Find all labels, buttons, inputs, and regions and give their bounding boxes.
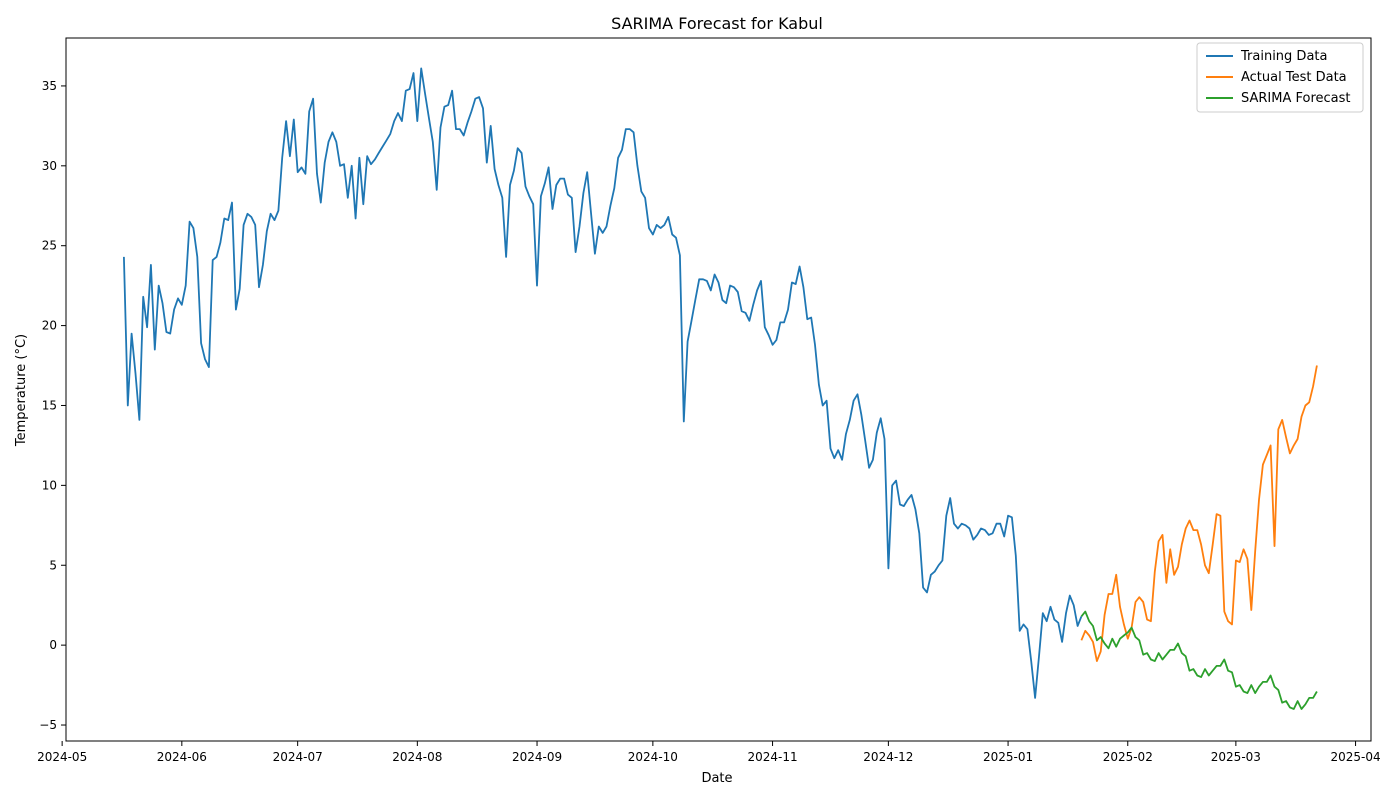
chart-title: SARIMA Forecast for Kabul — [611, 14, 823, 33]
x-tick-label-0: 2024-05 — [37, 750, 87, 764]
x-tick-label-7: 2024-12 — [863, 750, 913, 764]
legend-box — [1196, 42, 1364, 113]
y-axis-label: Temperature (°C) — [14, 334, 29, 447]
y-tick-label-3: 10 — [42, 478, 57, 492]
legend-label-1: Actual Test Data — [1241, 70, 1347, 85]
x-tick-label-2: 2024-07 — [273, 750, 323, 764]
series-line-0 — [123, 67, 1083, 699]
y-tick-label-5: 20 — [42, 319, 57, 333]
legend-label-2: SARIMA Forecast — [1241, 91, 1351, 106]
x-axis: 2024-05 2024-06 2024-07 2024-08 2024-09 2024-… — [37, 741, 1381, 764]
x-tick-label-3: 2024-08 — [392, 750, 442, 764]
x-tick-label-4: 2024-09 — [512, 750, 562, 764]
legend: Training Data Actual Test Data SARIMA Fore… — [1196, 42, 1364, 113]
plot-area-frame — [65, 37, 1372, 742]
x-tick-label-1: 2024-06 — [157, 750, 207, 764]
y-tick-label-8: 35 — [42, 79, 57, 93]
x-tick-label-8: 2025-01 — [983, 750, 1033, 764]
y-tick-label-4: 15 — [42, 398, 57, 412]
x-axis-label: Date — [701, 771, 732, 786]
series-line-1 — [1080, 365, 1318, 662]
x-tick-label-6: 2024-11 — [747, 750, 797, 764]
y-axis: −5 0 5 10 15 20 25 30 35 — [39, 79, 66, 732]
y-tick-label-1: 0 — [49, 638, 57, 652]
x-tick-label-10: 2025-03 — [1211, 750, 1261, 764]
y-tick-label-0: −5 — [39, 718, 57, 732]
legend-label-0: Training Data — [1240, 49, 1327, 64]
y-tick-label-6: 25 — [42, 239, 57, 253]
y-tick-label-2: 5 — [49, 558, 57, 572]
series-line-2 — [1080, 610, 1318, 710]
x-tick-label-9: 2025-02 — [1103, 750, 1153, 764]
series-layer — [123, 67, 1318, 710]
x-tick-label-5: 2024-10 — [628, 750, 678, 764]
x-tick-label-11: 2025-04 — [1330, 750, 1380, 764]
y-tick-label-7: 30 — [42, 159, 57, 173]
